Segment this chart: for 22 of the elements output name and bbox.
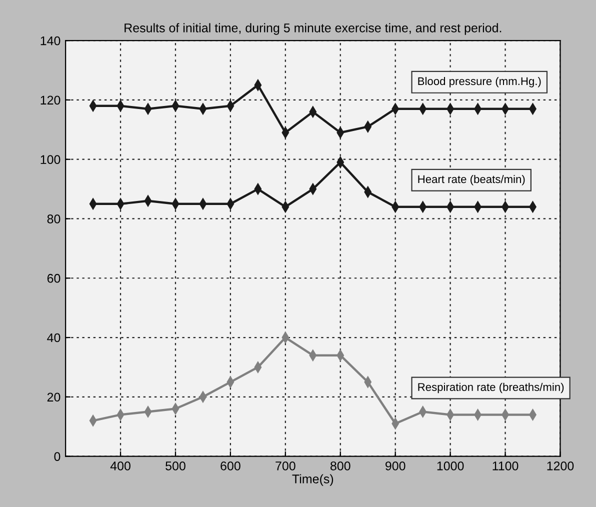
y-tick-label: 0 — [54, 452, 60, 461]
y-tick-label: 140 — [40, 36, 60, 46]
y-tick-label: 80 — [47, 214, 60, 224]
x-tick-label: 1000 — [437, 461, 464, 470]
y-tick-label: 20 — [47, 392, 60, 402]
x-tick-label: 700 — [276, 461, 296, 470]
x-tick-label: 500 — [166, 461, 186, 470]
chart-title: Results of initial time, during 5 minute exercise time, and rest period. — [124, 23, 502, 35]
y-tick-label: 40 — [47, 333, 60, 342]
x-tick-label: 900 — [386, 461, 406, 470]
y-tick-label: 60 — [47, 274, 60, 283]
y-tick-label: 100 — [40, 155, 60, 164]
x-tick-label: 800 — [330, 461, 350, 470]
series-label: Heart rate (beats/min) — [418, 174, 525, 186]
series-label: Respiration rate (breaths/min) — [418, 382, 564, 394]
x-tick-label: 600 — [220, 461, 240, 470]
x-tick-label: 1200 — [547, 461, 574, 470]
series-label: Blood pressure (mm.Hg.) — [418, 76, 541, 88]
x-axis-title: Time(s) — [292, 474, 334, 486]
y-tick-label: 120 — [40, 96, 60, 105]
x-tick-label: 1100 — [492, 461, 518, 470]
x-tick-label: 400 — [110, 461, 130, 470]
